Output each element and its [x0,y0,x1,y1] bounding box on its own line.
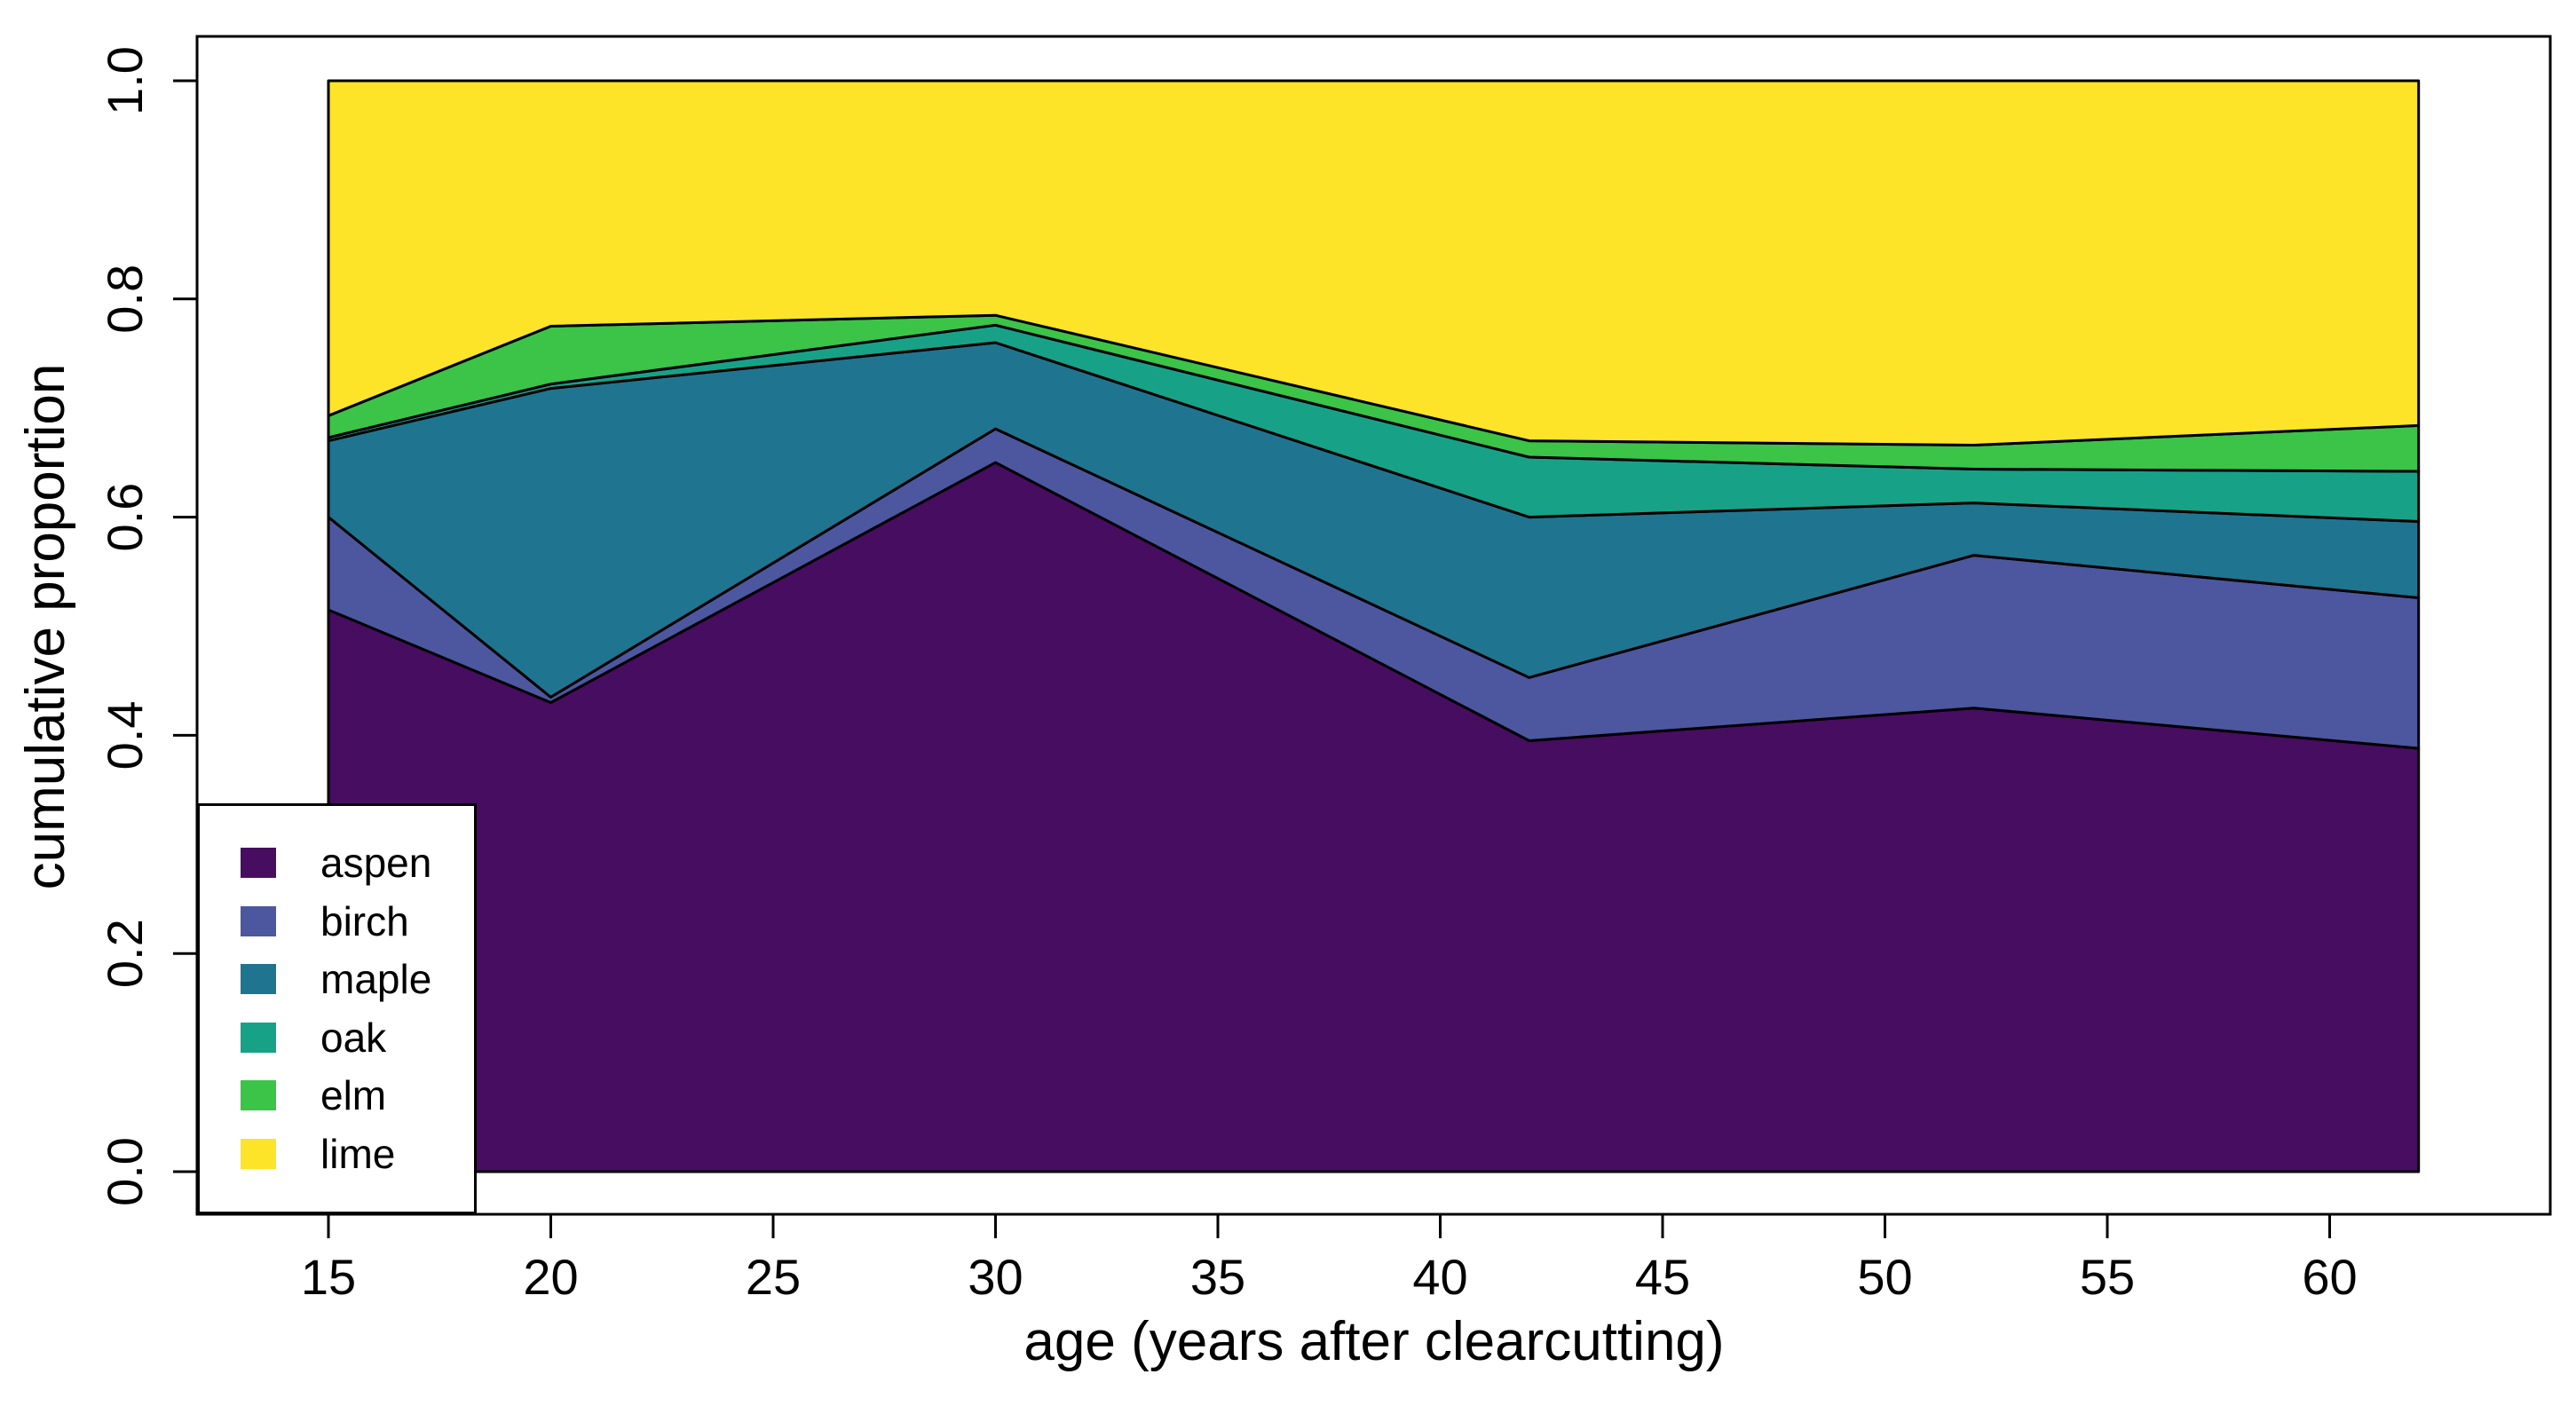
legend-item-maple: maple [241,956,432,1003]
legend-swatch-aspen [241,848,276,878]
x-tick-label: 30 [968,1249,1023,1305]
legend-label: birch [320,897,409,944]
plot-box-outline [195,35,2552,1216]
y-axis-title: cumulative proportion [15,364,76,890]
x-tick-label: 50 [1857,1249,1912,1305]
y-tick-label: 0.8 [97,265,153,334]
area-lime [327,79,2421,446]
legend-item-birch: birch [241,897,409,944]
x-tick-label: 20 [523,1249,578,1305]
legend-box: aspen birch maple oak elm lime [197,803,477,1214]
legend-item-aspen: aspen [241,840,432,886]
legend-swatch-birch [241,905,276,936]
legend-label: lime [320,1131,396,1177]
x-tick-label: 35 [1190,1249,1245,1305]
y-tick-label: 0.4 [97,700,153,770]
legend-swatch-elm [241,1080,276,1111]
axis-ticks: 15 20 25 30 35 40 45 50 55 60 0.0 0.2 0.4 0.6 0.8 1.0 [97,46,2358,1305]
legend-item-oak: oak [241,1014,387,1061]
legend-label: oak [320,1014,387,1061]
legend-swatch-maple [241,964,276,995]
legend-swatch-lime [241,1139,276,1169]
y-tick-label: 1.0 [97,46,153,115]
stacked-areas [327,79,2421,1173]
legend-label: elm [320,1072,387,1119]
x-tick-label: 60 [2302,1249,2357,1305]
x-tick-label: 25 [746,1249,801,1305]
x-tick-label: 55 [2080,1249,2135,1305]
y-tick-label: 0.2 [97,919,153,988]
x-axis-title: age (years after clearcutting) [1023,1311,1724,1372]
legend-label: maple [320,956,432,1003]
x-tick-label: 45 [1635,1249,1690,1305]
legend-label: aspen [320,840,432,886]
x-tick-label: 15 [301,1249,356,1305]
legend-item-lime: lime [241,1131,396,1177]
y-tick-label: 0.6 [97,483,153,552]
y-tick-label: 0.0 [97,1137,153,1206]
legend-item-elm: elm [241,1072,387,1119]
x-tick-label: 40 [1412,1249,1467,1305]
legend-swatch-oak [241,1022,276,1053]
